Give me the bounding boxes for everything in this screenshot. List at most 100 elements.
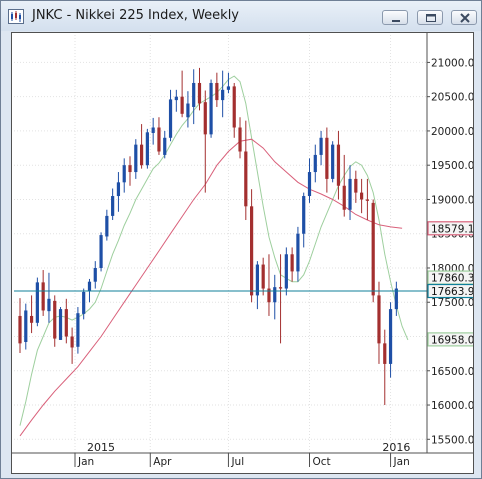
candle-body	[336, 144, 341, 186]
year-label: 2016	[382, 441, 410, 454]
candle	[313, 144, 317, 183]
price-tick-label: 21000.0	[431, 57, 473, 69]
minimize-icon	[392, 20, 400, 22]
candle	[139, 124, 144, 169]
candle	[116, 172, 121, 212]
candle-body	[24, 310, 28, 342]
candle	[261, 257, 265, 296]
candle	[354, 170, 358, 203]
candle	[209, 79, 213, 138]
candle-body	[174, 96, 178, 101]
candlestick-chart[interactable]: 15500.016000.016500.017000.017500.018000…	[12, 33, 473, 473]
candle-body	[145, 132, 149, 166]
candle-body	[128, 165, 132, 173]
price-tick-label: 16500.0	[431, 366, 473, 378]
price-label-box: 17860.3	[427, 270, 473, 285]
candle	[250, 189, 254, 303]
candle	[267, 254, 271, 316]
candle	[186, 91, 190, 128]
candle	[58, 307, 63, 340]
candle-body	[290, 254, 294, 272]
price-label-text: 18579.1	[431, 223, 473, 235]
candle-body	[29, 315, 34, 323]
candle	[371, 199, 375, 303]
candle-body	[302, 196, 306, 234]
candle-body	[360, 192, 364, 200]
candle-body	[18, 315, 22, 344]
candle	[151, 117, 155, 145]
candle	[377, 281, 381, 364]
candle-body	[116, 182, 121, 197]
candle	[180, 70, 184, 118]
candle	[105, 209, 109, 241]
candle	[302, 192, 306, 248]
candle-body	[244, 151, 248, 207]
candle	[296, 226, 300, 282]
window-title: JNKC - Nikkei 225 Index, Weekly	[32, 8, 239, 23]
price-label-box: 18579.1	[427, 221, 473, 236]
candle-body	[99, 235, 103, 268]
moving-average-line	[19, 75, 409, 426]
candle	[157, 117, 161, 155]
candle	[70, 327, 74, 364]
candle-body	[221, 89, 225, 101]
price-label-frame	[427, 283, 473, 299]
price-label-box: 17663.9	[427, 283, 473, 299]
candle-body	[365, 199, 369, 201]
candle	[383, 329, 387, 406]
close-button[interactable]	[451, 10, 477, 25]
candle-body	[261, 264, 265, 289]
candle-body	[157, 127, 161, 152]
candle-body	[70, 336, 74, 348]
candle	[284, 247, 288, 296]
candle-body	[383, 343, 387, 364]
candle	[336, 130, 341, 200]
maximize-icon	[426, 14, 436, 22]
month-label: Jan	[77, 456, 94, 468]
candle-body	[41, 282, 45, 311]
candle-body	[238, 127, 242, 152]
candle-body	[151, 127, 155, 133]
candle-body	[47, 298, 51, 312]
candle	[192, 69, 196, 125]
price-label-box: 16958.0	[427, 332, 473, 347]
candle	[64, 298, 68, 344]
title-bar[interactable]: JNKC - Nikkei 225 Index, Weekly	[1, 1, 481, 31]
candle	[244, 120, 248, 221]
candle	[76, 307, 80, 354]
candle	[128, 156, 132, 186]
candle-body	[377, 295, 381, 344]
candle	[342, 154, 346, 217]
candles	[18, 67, 398, 406]
candle-body	[307, 172, 312, 197]
price-tick-label: 20500.0	[431, 92, 473, 104]
candle-body	[64, 309, 68, 337]
chart-app-icon	[8, 9, 24, 24]
candle-body	[354, 178, 358, 193]
candle-body	[203, 102, 207, 135]
candle	[226, 72, 231, 94]
price-label-frame	[427, 221, 473, 236]
candle-body	[278, 287, 283, 289]
price-tick-label: 19000.0	[431, 194, 473, 206]
minimize-button[interactable]	[382, 10, 408, 25]
candle-body	[105, 215, 109, 237]
price-tick-label: 15500.0	[431, 434, 473, 446]
candle-body	[209, 82, 213, 135]
candle	[82, 288, 86, 320]
candle-body	[168, 99, 173, 138]
candle	[41, 270, 45, 316]
price-label-text: 17860.3	[431, 273, 473, 285]
maximize-button[interactable]	[417, 10, 443, 25]
chart-area[interactable]: 15500.016000.016500.017000.017500.018000…	[11, 32, 474, 474]
candle	[221, 70, 225, 118]
candle	[331, 141, 335, 183]
candle	[348, 165, 352, 221]
candle-body	[87, 281, 92, 292]
candle	[215, 72, 219, 107]
candle-body	[319, 137, 323, 155]
candle-body	[296, 233, 300, 272]
candle	[99, 232, 103, 272]
moving-averages	[19, 75, 409, 437]
